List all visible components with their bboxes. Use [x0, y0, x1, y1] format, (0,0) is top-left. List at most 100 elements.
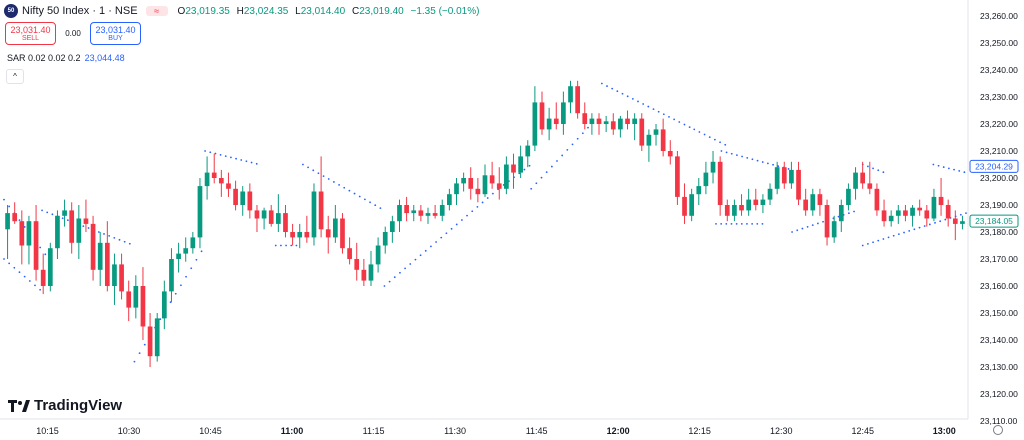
sar-dot — [393, 276, 396, 279]
x-tick-label: 11:15 — [363, 426, 385, 436]
sar-dot — [932, 163, 935, 166]
candle-body — [447, 194, 452, 205]
sar-dot — [965, 212, 967, 215]
sar-dot — [853, 210, 855, 213]
sar-dot — [882, 238, 885, 240]
market-status-icon[interactable]: ≈ — [145, 6, 168, 16]
sar-dot — [673, 118, 676, 121]
candle-body — [568, 86, 573, 103]
sar-dot — [369, 201, 371, 204]
candle-body — [689, 194, 695, 216]
candle-body — [454, 183, 459, 195]
candle-body — [97, 242, 103, 270]
candle-body — [340, 218, 345, 249]
sar-dot — [491, 192, 494, 195]
candle-body — [888, 215, 894, 222]
sar-dot — [34, 284, 36, 287]
sar-dot — [280, 244, 282, 247]
candle-body — [546, 118, 552, 130]
candle-body — [190, 237, 196, 249]
candle-body — [881, 210, 887, 222]
candle-body — [261, 210, 267, 219]
ohlc-values: O23,019.35 H23,024.35 L23,014.40 C23,019… — [177, 5, 480, 17]
sar-dot — [8, 205, 11, 208]
sar-dot — [466, 214, 468, 217]
sar-dot — [772, 163, 774, 166]
sar-dot — [486, 197, 489, 199]
candle-body — [703, 172, 709, 187]
sar-dot — [66, 219, 69, 222]
sar-dot — [18, 219, 21, 222]
candle-body — [333, 218, 338, 238]
x-tick-label: 11:00 — [281, 426, 304, 436]
candle-body — [311, 191, 317, 238]
sar-dot — [741, 155, 743, 158]
candle-body — [432, 213, 438, 216]
candle-body — [247, 191, 253, 211]
x-tick-label: 13:00 — [933, 426, 956, 436]
y-tick-label: 23,210.00 — [980, 146, 1018, 156]
candle-body — [618, 118, 623, 130]
sar-dot — [338, 183, 340, 186]
candle-body — [553, 118, 559, 124]
candle-body — [682, 196, 687, 216]
sar-dot — [528, 164, 531, 167]
change-value: −1.35 (−0.01%) — [410, 5, 480, 17]
candle-body — [233, 188, 238, 205]
candle-body — [361, 269, 367, 281]
sar-dot — [97, 231, 100, 233]
candle-body — [47, 248, 53, 286]
sar-dot — [471, 210, 474, 213]
sar-dot — [647, 105, 650, 108]
candle-body — [860, 172, 866, 184]
sar-indicator-legend[interactable]: SAR 0.02 0.02 0.2 23,044.48 — [7, 53, 125, 63]
sar-dot — [947, 167, 950, 170]
sar-dot — [39, 246, 42, 249]
sar-dot — [363, 198, 366, 201]
sar-dot — [87, 227, 90, 229]
sar-dot — [180, 284, 182, 287]
sar-dot — [616, 90, 619, 93]
symbol-title[interactable]: Nifty 50 Index · 1 · NSE — [22, 5, 138, 17]
sar-dot — [550, 165, 553, 168]
sar-dot — [61, 217, 64, 220]
collapse-legend-button[interactable]: ^ — [6, 69, 24, 84]
sar-dot — [307, 166, 309, 169]
sar-dot — [481, 201, 484, 204]
settings-gear-icon[interactable] — [993, 425, 1003, 435]
candle-body — [539, 102, 545, 130]
sar-dot — [761, 223, 764, 225]
candle-body — [789, 169, 794, 184]
candle-body — [69, 210, 75, 243]
sar-dot — [787, 168, 790, 170]
buy-button[interactable]: 23,031.40 BUY — [90, 22, 141, 45]
sar-dot — [414, 258, 417, 261]
tradingview-logo[interactable]: TradingView — [8, 397, 122, 414]
sar-dot — [626, 95, 629, 98]
sar-dot — [751, 223, 754, 225]
sar-dot — [123, 240, 126, 243]
sar-dot — [703, 133, 706, 136]
sar-dot — [41, 209, 43, 212]
sar-dot — [730, 152, 733, 155]
candle-body — [675, 156, 680, 197]
candle-body — [83, 218, 89, 224]
sar-dot — [866, 165, 869, 168]
sar-dot — [576, 137, 579, 140]
sar-dot — [637, 100, 639, 103]
sar-dot — [581, 132, 584, 135]
sell-button[interactable]: 23,031.40 SELL — [5, 22, 56, 45]
sar-dot — [530, 187, 533, 190]
candle-body — [226, 183, 231, 189]
y-tick-label: 23,170.00 — [980, 254, 1018, 264]
candle-body — [297, 232, 303, 238]
sar-dot — [877, 169, 880, 172]
sar-dot — [250, 161, 253, 164]
tradingview-logo-icon — [8, 399, 30, 412]
candle-body — [140, 286, 146, 327]
sar-dot — [611, 87, 614, 90]
sar-dot — [302, 163, 304, 166]
candle-body — [325, 229, 331, 238]
candle-body — [525, 145, 531, 157]
